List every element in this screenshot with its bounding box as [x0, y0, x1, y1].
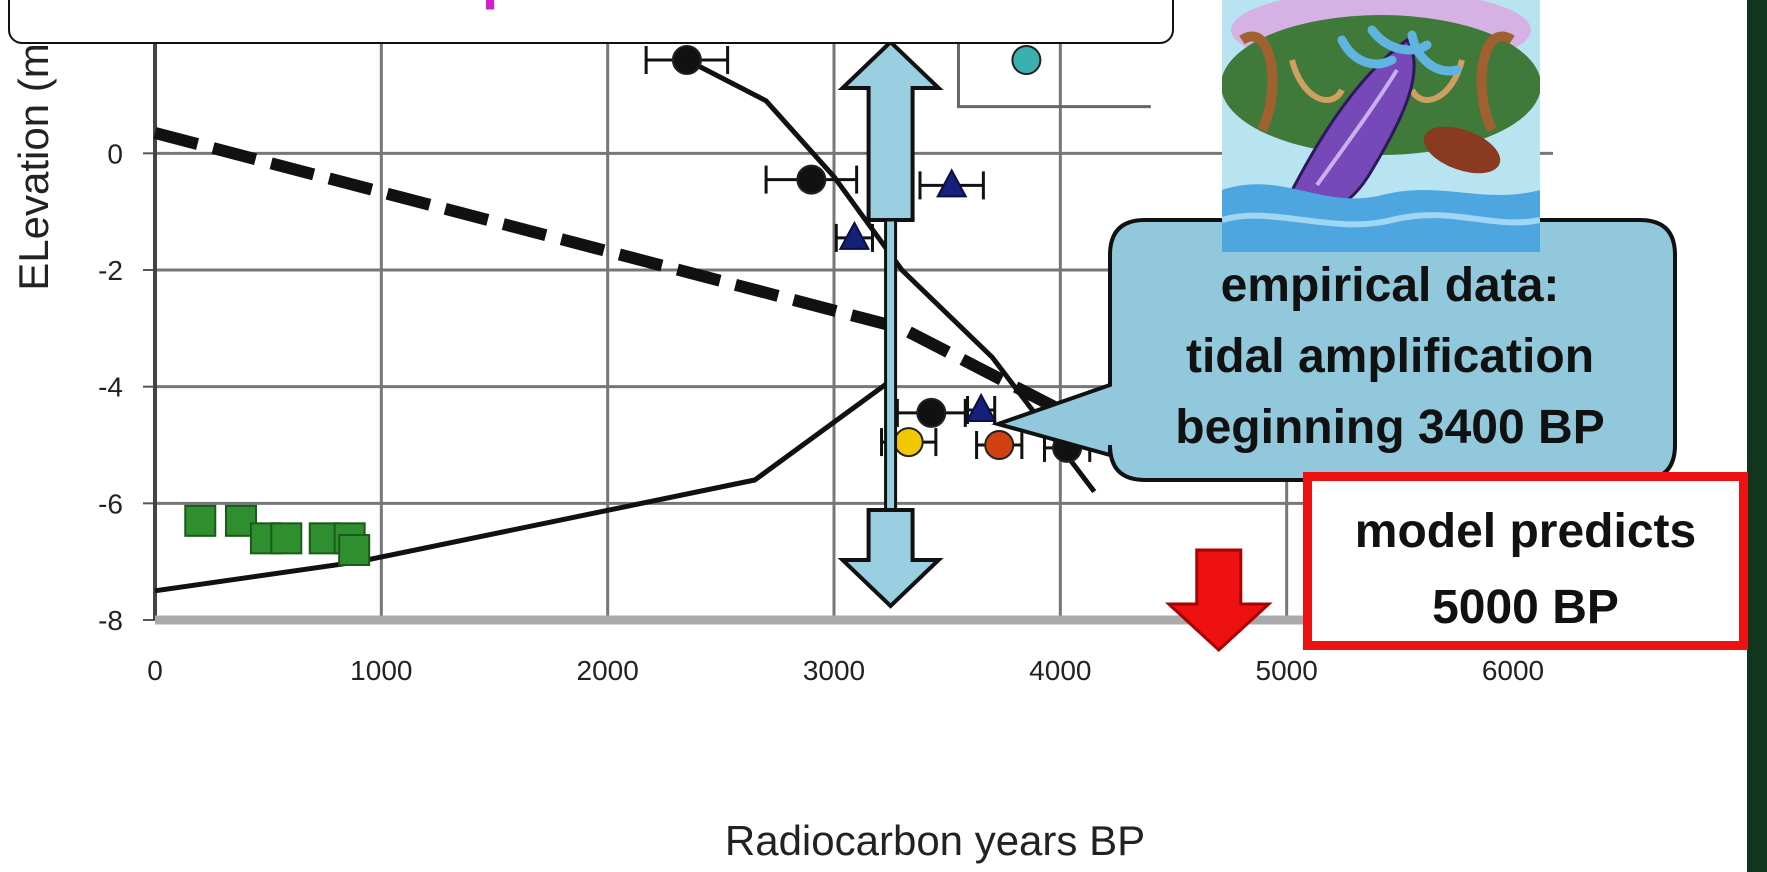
- data-point-square: [184, 504, 217, 537]
- x-tick-label: 2000: [577, 655, 639, 686]
- empirical-line-2: tidal amplification: [1185, 330, 1595, 383]
- chart-markers: [184, 45, 1092, 566]
- model-callout-text: model predicts 5000 BP: [1312, 494, 1739, 646]
- arrow-down-head: [837, 508, 944, 609]
- chart-ticks: 0 1000 2000 3000 4000 5000 6000 -8 -6 -4 -2 0: [98, 138, 1544, 686]
- empirical-callout-bubble: [991, 218, 1677, 482]
- x-axis-label: Radiocarbon years BP: [725, 817, 1145, 864]
- data-point-square: [225, 504, 258, 537]
- y-tick-label: -6: [98, 488, 123, 519]
- model-line-1: model predicts: [1354, 505, 1697, 558]
- y-axis-label: ELevation (m): [10, 29, 57, 290]
- arrow-up-head: [837, 39, 944, 222]
- data-point-circle: [1011, 45, 1042, 75]
- double-arrow-3400bp: [837, 39, 944, 609]
- data-point-circle: [796, 164, 827, 195]
- x-tick-label: 3000: [803, 655, 865, 686]
- model-line-2: 5000 BP: [1432, 581, 1619, 634]
- x-tick-label: 4000: [1029, 655, 1091, 686]
- slide-title-box: Observational patterns recorded in: [8, 0, 1174, 44]
- data-point-square: [270, 522, 303, 555]
- data-point-triangle: [965, 392, 997, 422]
- data-point-square: [338, 534, 371, 566]
- model-callout-box: [1303, 472, 1748, 650]
- empirical-callout-text: empirical data: tidal amplification begi…: [1110, 250, 1670, 463]
- data-point-triangle: [838, 220, 871, 250]
- data-point-circle: [893, 427, 924, 458]
- y-tick-label: -4: [98, 372, 123, 403]
- x-tick-label: 5000: [1256, 655, 1318, 686]
- series-line-6: [685, 57, 1097, 494]
- red-arrow-shape: [1164, 548, 1273, 653]
- y-tick-label: 0: [107, 138, 123, 169]
- arrow-shaft: [884, 218, 898, 512]
- chart-lines: [153, 25, 1177, 594]
- empirical-line-1: empirical data:: [1220, 259, 1560, 312]
- y-tick-label: -8: [98, 605, 123, 636]
- data-point-circle: [916, 397, 947, 428]
- x-tick-label: 1000: [350, 655, 412, 686]
- whale-artwork-image: [1222, 0, 1540, 252]
- red-down-arrow: [1164, 548, 1273, 653]
- series-line-8: [154, 378, 893, 594]
- data-point-triangle: [936, 168, 968, 198]
- x-tick-label: 0: [147, 655, 163, 686]
- series-line-9: [956, 25, 1151, 109]
- x-tick-label: 6000: [1482, 655, 1544, 686]
- slide-right-border: [1747, 0, 1767, 872]
- slide-title: Observational patterns recorded in: [65, 0, 1062, 11]
- y-tick-label: -2: [98, 255, 123, 286]
- empirical-line-3: beginning 3400 BP: [1175, 401, 1605, 454]
- data-point-circle: [671, 45, 702, 75]
- data-point-circle: [984, 430, 1015, 460]
